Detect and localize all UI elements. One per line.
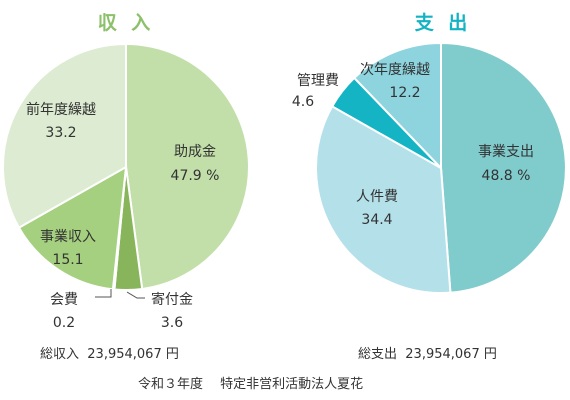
income-value-grant: 47.9 % (171, 168, 220, 184)
expense-pie (315, 41, 567, 294)
income-value-business: 15.1 (52, 252, 83, 268)
expense-title: 支 出 (414, 11, 472, 34)
expense-value-personnel: 34.4 (361, 212, 392, 228)
pie-slice (315, 105, 452, 294)
income-label-fees: 会費 (50, 292, 78, 308)
income-label-carryover: 前年度繰越 (26, 101, 96, 118)
donation-leader-line (126, 291, 145, 299)
expense-total: 総支出 23,954,067 円 (358, 343, 497, 362)
expense-label-business: 事業支出 (478, 144, 534, 160)
income-total-value: 23,954,067 円 (87, 347, 179, 362)
expense-label-admin: 管理費 (297, 73, 339, 89)
pie-slice (17, 165, 128, 291)
income-title: 収 入 (98, 12, 155, 34)
footer-organization: 令和３年度 特定非営利活動法人夏花 (138, 377, 364, 392)
expense-label-carryover: 次年度繰越 (360, 62, 430, 78)
income-label-grant: 助成金 (174, 144, 216, 160)
pie-slice (2, 42, 127, 229)
expense-total-value: 23,954,067 円 (405, 347, 497, 362)
income-label-business: 事業収入 (40, 229, 96, 245)
income-total-label: 総収入 (40, 347, 80, 362)
expense-total-label: 総支出 (358, 347, 398, 362)
pie-slice (125, 42, 250, 291)
income-value-donation: 3.6 (161, 315, 183, 331)
expense-label-personnel: 人件費 (356, 189, 398, 205)
income-total: 総収入 23,954,067 円 (40, 343, 179, 362)
income-labels: 助成金 47.9 % 寄付金 3.6 会費 0.2 事業収入 15.1 前年度繰… (26, 101, 219, 331)
pie-slice (440, 41, 567, 294)
income-label-donation: 寄付金 (151, 291, 193, 308)
income-pie (2, 42, 250, 291)
expense-value-carryover: 12.2 (389, 85, 420, 101)
fees-leader-line (95, 289, 112, 298)
expense-labels: 事業支出 48.8 % 人件費 34.4 管理費 4.6 次年度繰越 12.2 (292, 62, 534, 228)
pie-slice (352, 41, 442, 171)
expense-value-business: 48.8 % (482, 168, 531, 184)
income-value-carryover: 33.2 (45, 125, 76, 141)
expense-value-admin: 4.6 (292, 94, 314, 110)
income-value-fees: 0.2 (53, 315, 75, 331)
